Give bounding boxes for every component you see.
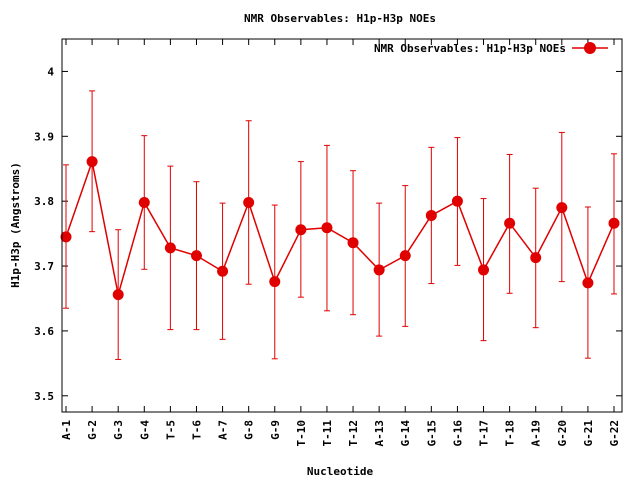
y-tick-label: 3.7 xyxy=(34,260,54,273)
data-point xyxy=(478,264,490,276)
plot-area: 3.5 3.6 3.7 3.8 3.9 4 A-1 G-2 G-3 G-4 T-5 T-6 A-7 G-8… xyxy=(34,39,622,447)
x-tick-label: T-10 xyxy=(295,420,308,447)
data-point xyxy=(112,289,124,301)
x-tick-label: G-22 xyxy=(608,420,621,447)
legend: NMR Observables: H1p-H3p NOEs xyxy=(374,42,608,55)
y-tick-label: 3.5 xyxy=(34,390,54,403)
x-tick-label: G-4 xyxy=(138,420,151,440)
x-tick-label: A-1 xyxy=(60,420,73,440)
data-point xyxy=(556,202,568,214)
x-tick-label: G-2 xyxy=(86,420,99,440)
x-tick-label: T-12 xyxy=(347,420,360,447)
data-point xyxy=(399,250,411,262)
data-point xyxy=(60,231,72,243)
chart-title: NMR Observables: H1p-H3p NOEs xyxy=(244,12,436,25)
data-point xyxy=(243,196,255,208)
x-tick-label: G-14 xyxy=(399,420,412,447)
x-tick-label: A-19 xyxy=(530,420,543,447)
x-tick-label: G-15 xyxy=(425,420,438,447)
x-tick-label: G-3 xyxy=(112,420,125,440)
x-tick-label: T-5 xyxy=(164,420,177,440)
legend-label: NMR Observables: H1p-H3p NOEs xyxy=(374,42,566,55)
data-point xyxy=(425,209,437,221)
y-tick-label: 4 xyxy=(47,65,54,78)
x-tick-label: G-16 xyxy=(451,420,464,447)
x-tick-label: A-7 xyxy=(217,420,230,440)
data-point xyxy=(321,222,333,234)
y-tick-label: 3.8 xyxy=(34,195,54,208)
data-point xyxy=(347,237,359,249)
data-point xyxy=(138,196,150,208)
x-tick-label: G-8 xyxy=(243,420,256,440)
data-point xyxy=(269,276,281,288)
data-point xyxy=(86,156,98,168)
x-tick-label: T-17 xyxy=(478,420,491,447)
x-tick-label: G-20 xyxy=(556,420,569,447)
data-point xyxy=(373,264,385,276)
data-point xyxy=(164,242,176,254)
data-point xyxy=(451,195,463,207)
data-point xyxy=(530,252,542,264)
data-point xyxy=(504,217,516,229)
x-tick-label: T-18 xyxy=(504,420,517,447)
data-point xyxy=(295,224,307,236)
x-tick-label: G-9 xyxy=(269,420,282,440)
y-axis-label: H1p-H3p (Angstroms) xyxy=(9,162,22,288)
x-tick-label: T-11 xyxy=(321,420,334,447)
y-tick-label: 3.6 xyxy=(34,325,54,338)
legend-marker xyxy=(584,42,596,54)
x-axis-label: Nucleotide xyxy=(307,465,374,478)
data-point xyxy=(217,265,229,277)
y-tick-label: 3.9 xyxy=(34,130,54,143)
x-tick-label: G-21 xyxy=(582,420,595,447)
data-point xyxy=(190,250,202,262)
x-tick-label: A-13 xyxy=(373,420,386,447)
x-tick-label: T-6 xyxy=(190,420,203,440)
plot-frame xyxy=(61,38,623,413)
data-point xyxy=(608,217,620,229)
series-line xyxy=(65,158,615,295)
data-point xyxy=(582,277,594,289)
